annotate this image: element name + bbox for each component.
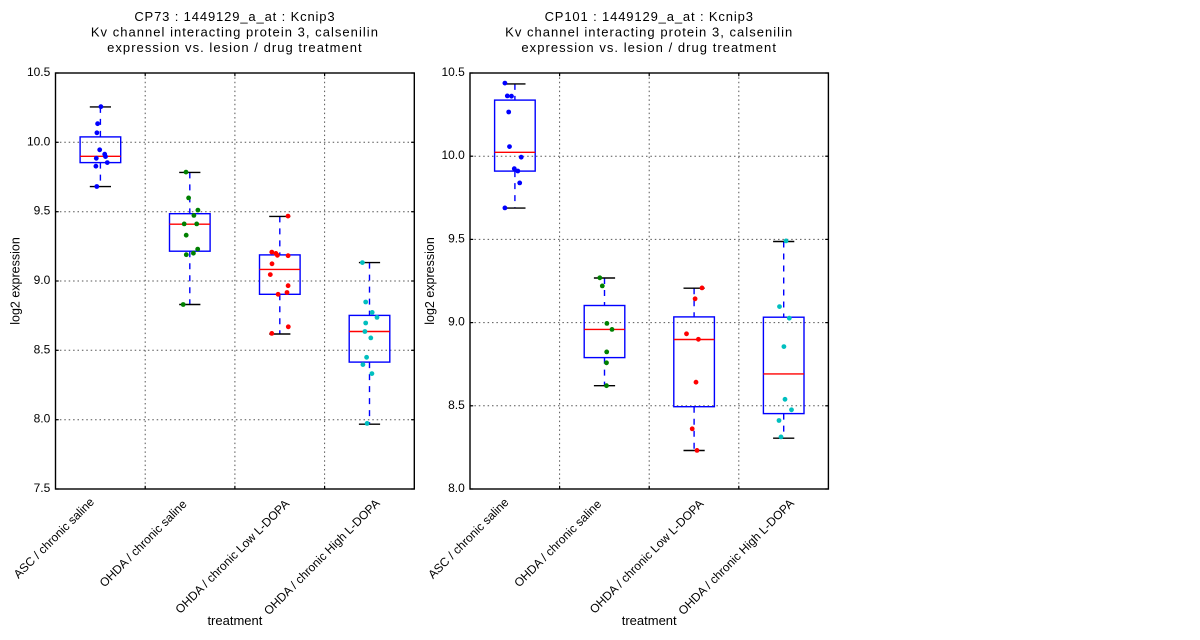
- svg-text:9.0: 9.0: [448, 315, 465, 329]
- svg-text:CP73 : 1449129_a_at : Kcnip3: CP73 : 1449129_a_at : Kcnip3: [134, 9, 335, 24]
- svg-text:10.5: 10.5: [441, 65, 465, 79]
- svg-text:10.0: 10.0: [441, 148, 465, 162]
- svg-text:treatment: treatment: [622, 613, 677, 628]
- svg-text:10.0: 10.0: [27, 134, 51, 148]
- svg-text:log2 expression: log2 expression: [423, 237, 437, 325]
- svg-text:log2 expression: log2 expression: [9, 237, 23, 325]
- svg-text:7.5: 7.5: [34, 481, 51, 495]
- svg-text:9.0: 9.0: [34, 273, 51, 287]
- svg-text:8.0: 8.0: [448, 481, 465, 495]
- svg-text:9.5: 9.5: [34, 204, 51, 218]
- svg-text:expression vs. lesion / drug t: expression vs. lesion / drug treatment: [107, 40, 363, 55]
- svg-text:8.5: 8.5: [34, 342, 51, 356]
- svg-text:treatment: treatment: [207, 613, 262, 628]
- svg-text:10.5: 10.5: [27, 65, 51, 79]
- svg-text:expression vs. lesion / drug t: expression vs. lesion / drug treatment: [521, 40, 777, 55]
- svg-text:Kv channel interacting protein: Kv channel interacting protein 3, calsen…: [505, 24, 793, 39]
- svg-text:8.5: 8.5: [448, 398, 465, 412]
- svg-text:9.5: 9.5: [448, 231, 465, 245]
- svg-text:CP101 : 1449129_a_at : Kcnip3: CP101 : 1449129_a_at : Kcnip3: [545, 9, 754, 24]
- svg-text:Kv channel interacting protein: Kv channel interacting protein 3, calsen…: [91, 24, 379, 39]
- svg-text:8.0: 8.0: [34, 412, 51, 426]
